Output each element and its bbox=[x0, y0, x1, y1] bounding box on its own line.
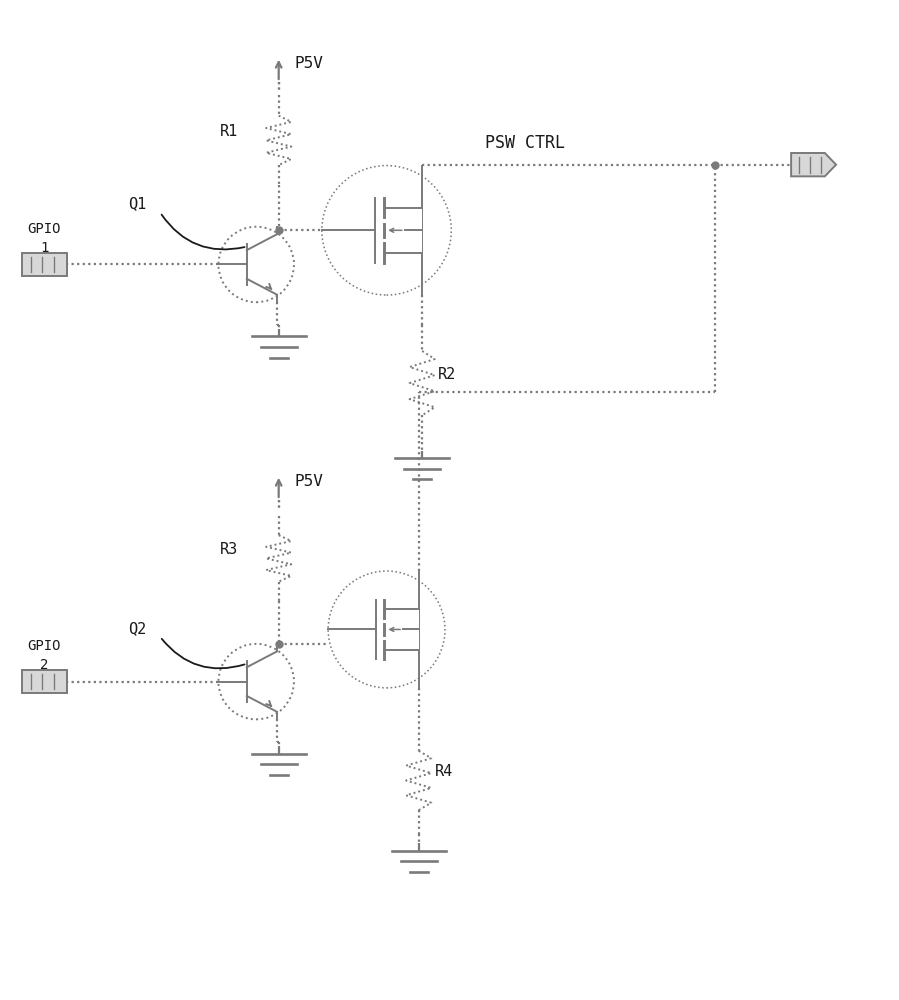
Text: P5V: P5V bbox=[295, 56, 324, 71]
Polygon shape bbox=[791, 153, 836, 176]
Text: R4: R4 bbox=[435, 764, 453, 779]
Text: R2: R2 bbox=[439, 367, 457, 382]
Text: R1: R1 bbox=[220, 124, 238, 139]
Text: 1: 1 bbox=[40, 241, 49, 255]
Text: P5V: P5V bbox=[295, 474, 324, 489]
Text: GPIO: GPIO bbox=[27, 222, 60, 236]
Text: PSW CTRL: PSW CTRL bbox=[485, 134, 565, 152]
Text: 2: 2 bbox=[40, 658, 49, 672]
Text: GPIO: GPIO bbox=[27, 639, 60, 653]
Text: R3: R3 bbox=[220, 542, 238, 557]
FancyBboxPatch shape bbox=[22, 253, 67, 276]
Text: Q1: Q1 bbox=[128, 196, 146, 211]
FancyBboxPatch shape bbox=[22, 670, 67, 693]
Text: Q2: Q2 bbox=[128, 621, 146, 636]
